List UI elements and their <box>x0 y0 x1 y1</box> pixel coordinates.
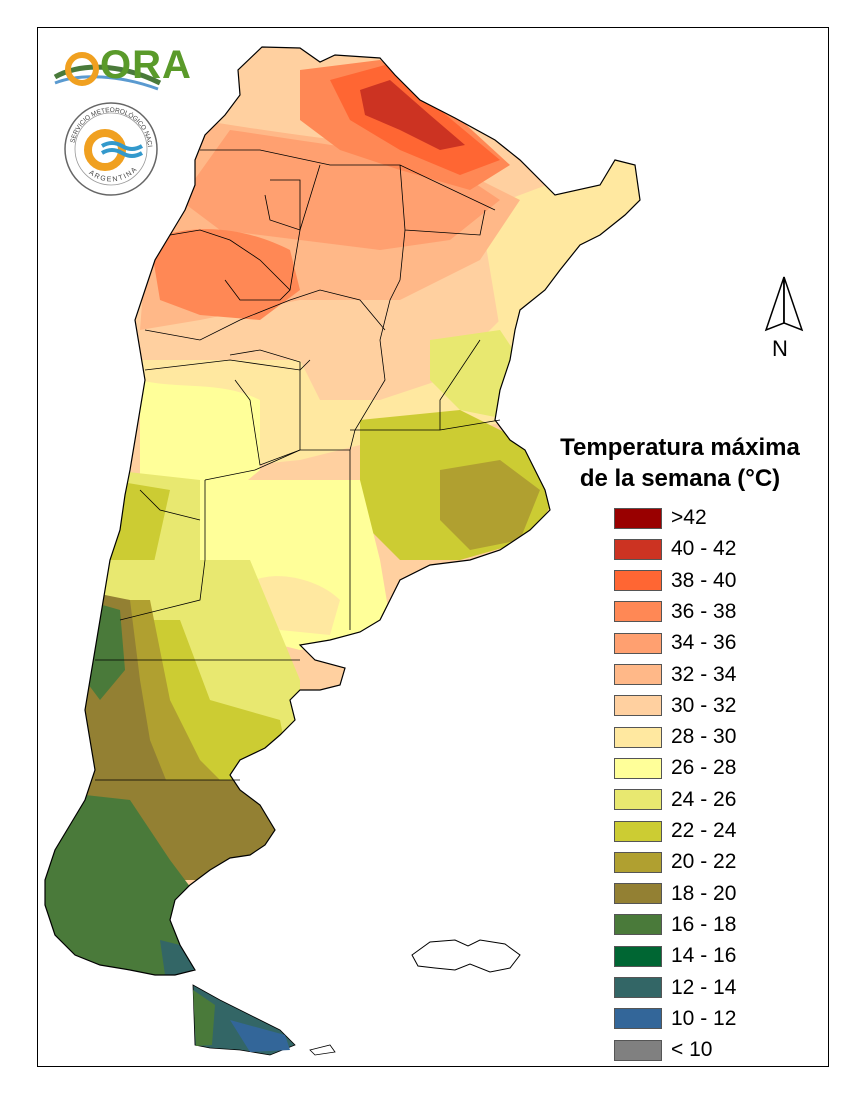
legend-item: 16 - 18 <box>614 912 736 938</box>
legend-swatch <box>614 1008 662 1030</box>
legend-item: >42 <box>614 505 707 531</box>
legend-item: 22 - 24 <box>614 818 736 844</box>
legend-swatch <box>614 914 662 936</box>
legend-swatch <box>614 601 662 623</box>
legend-label: 26 - 28 <box>671 756 737 780</box>
ora-logo-text: ORA <box>100 43 192 87</box>
legend-swatch <box>614 883 662 905</box>
legend-item: 30 - 32 <box>614 693 736 719</box>
legend-label: 10 - 12 <box>671 1006 737 1030</box>
country-outline <box>44 46 641 976</box>
legend-swatch <box>614 632 662 654</box>
legend-swatch <box>614 977 662 998</box>
legend-swatch <box>614 664 662 685</box>
legend-item: 32 - 34 <box>614 662 736 688</box>
legend-swatch <box>614 538 662 560</box>
legend-item: 28 - 30 <box>614 724 736 750</box>
legend-label: 28 - 30 <box>671 725 737 749</box>
legend-item: 20 - 22 <box>614 849 736 875</box>
legend-swatch <box>614 945 662 967</box>
legend-label: 36 - 38 <box>671 599 737 623</box>
legend-swatch <box>614 695 662 717</box>
legend-swatch <box>614 820 662 842</box>
legend-item: 24 - 26 <box>614 787 736 813</box>
legend-item: 40 - 42 <box>614 536 736 562</box>
legend-label: 20 - 22 <box>671 850 737 874</box>
legend-swatch <box>614 851 662 873</box>
legend-title: Temperatura máxima de la semana (°C) <box>545 432 815 494</box>
legend-label: 34 - 36 <box>671 631 737 655</box>
legend-swatch <box>614 570 662 592</box>
legend-swatch <box>614 507 662 529</box>
legend-item: 38 - 40 <box>614 568 736 594</box>
legend-label: 38 - 40 <box>671 568 737 592</box>
legend-label: 40 - 42 <box>671 537 737 561</box>
legend-label: 18 - 20 <box>671 881 737 905</box>
legend-swatch <box>614 789 662 811</box>
smn-seal-logo: SERVICIO METEOROLÓGICO NACIONAL ARGENTIN… <box>59 95 160 198</box>
legend-item: 10 - 12 <box>614 1006 736 1032</box>
legend-label: 12 - 14 <box>671 975 737 999</box>
legend-item: 26 - 28 <box>614 755 736 781</box>
north-arrow-icon <box>764 276 804 332</box>
legend-title-line1: Temperatura máxima <box>560 434 800 461</box>
legend-swatch <box>614 757 662 779</box>
legend-item: 18 - 20 <box>614 881 736 907</box>
legend-label: 24 - 26 <box>671 787 737 811</box>
legend-item: 12 - 14 <box>614 975 736 1001</box>
legend-swatch <box>614 1039 662 1061</box>
legend-item: 36 - 38 <box>614 599 736 625</box>
legend-item: 14 - 16 <box>614 943 736 969</box>
north-label: N <box>772 336 788 361</box>
ora-logo: ORA <box>50 43 191 100</box>
legend-item: 34 - 36 <box>614 630 736 656</box>
legend-label: 30 - 32 <box>671 693 737 717</box>
legend-label: 32 - 34 <box>671 662 737 686</box>
legend-item: < 10 <box>614 1037 712 1063</box>
legend-label: 16 - 18 <box>671 912 737 936</box>
legend-label: 22 - 24 <box>671 819 737 842</box>
legend-label: 14 - 16 <box>671 944 737 968</box>
legend-label: < 10 <box>671 1038 713 1062</box>
province-borders <box>95 149 501 781</box>
legend-title-line2: de la semana (°C) <box>579 465 781 492</box>
malvinas-islands <box>411 939 521 973</box>
legend-label: >42 <box>671 506 707 529</box>
legend-swatch <box>614 726 662 748</box>
